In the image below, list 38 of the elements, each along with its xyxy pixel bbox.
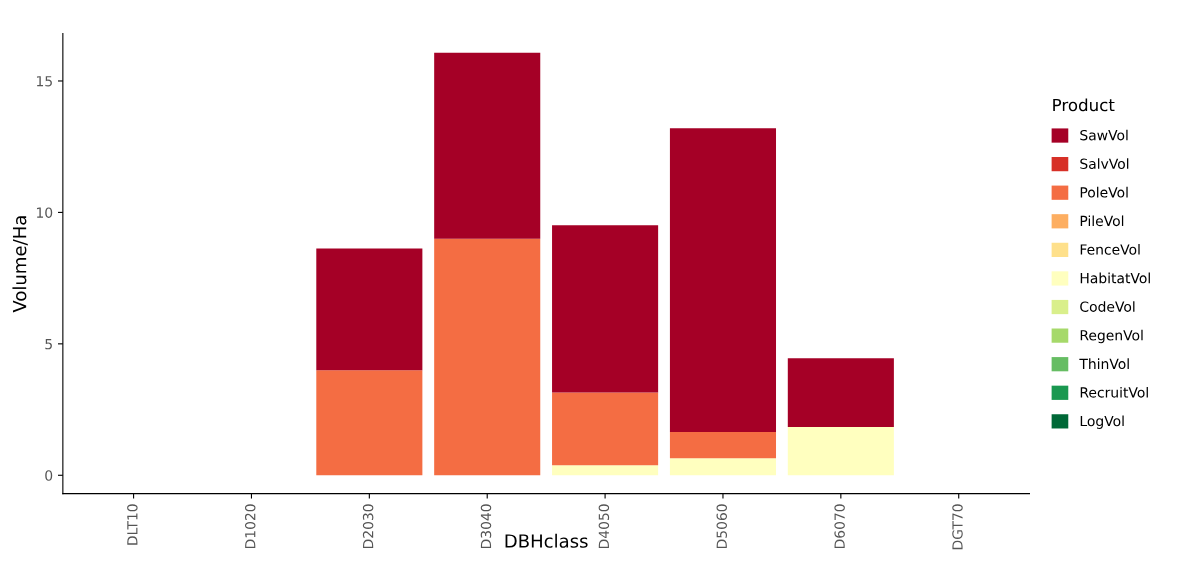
bar	[669, 128, 777, 432]
x-tick-label: D4050	[598, 504, 610, 549]
legend-label: PoleVol	[1080, 186, 1128, 198]
x-axis-title: DBHclass	[505, 533, 588, 548]
legend-title: Product	[1053, 98, 1115, 112]
legend-label: ThinVol	[1079, 358, 1129, 370]
bar	[552, 465, 659, 476]
bar	[669, 431, 777, 459]
bar	[552, 225, 659, 393]
x-tick-label: D6070	[834, 504, 845, 549]
y-tick-label: 10	[36, 207, 53, 218]
bar	[316, 248, 423, 371]
x-tick-label: D1020	[244, 504, 256, 549]
legend-label: SawVol	[1080, 129, 1128, 141]
legend-label: SalvVol	[1080, 158, 1129, 169]
y-tick-label: 15	[36, 76, 52, 87]
legend-label: PileVol	[1080, 215, 1124, 227]
x-tick-label: DLT10	[127, 504, 138, 545]
legend-label: HabitatVol	[1080, 272, 1150, 284]
x-tick-label: DGT70	[952, 504, 963, 550]
bar	[434, 52, 541, 239]
legend-label: LogVol	[1080, 415, 1124, 429]
bar	[434, 238, 541, 476]
legend-label: RecruitVol	[1080, 386, 1148, 398]
y-tick-label: 0	[45, 470, 53, 481]
x-tick-label: D2030	[362, 504, 374, 549]
legend-label: FenceVol	[1080, 244, 1140, 255]
x-tick-label: D5060	[716, 504, 727, 549]
y-tick-label: 5	[45, 339, 52, 350]
x-tick-label: D3040	[480, 504, 492, 549]
legend-label: RegenVol	[1080, 329, 1143, 344]
legend-label: CodeVol	[1080, 301, 1135, 312]
bar	[787, 358, 894, 427]
bar	[316, 370, 423, 476]
y-axis-title: Volume/Ha	[12, 216, 28, 313]
bar	[669, 458, 777, 476]
bar	[787, 426, 894, 476]
bar	[552, 392, 659, 466]
